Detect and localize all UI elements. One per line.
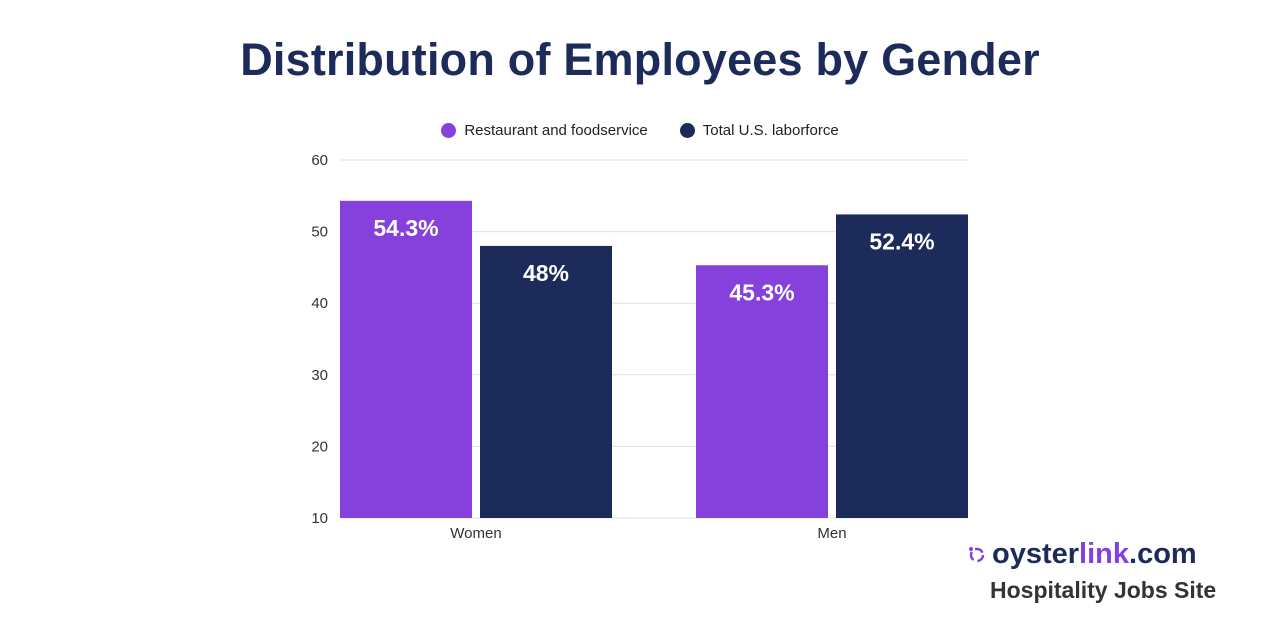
- y-tick-label-20: 20: [311, 438, 328, 455]
- brand-name-part3: .com: [1129, 538, 1197, 570]
- y-tick-label-50: 50: [311, 224, 328, 241]
- data-label-women-restaurant: 54.3%: [373, 215, 438, 241]
- x-tick-label-women: Women: [450, 525, 501, 542]
- brand-tagline: Hospitality Jobs Site: [990, 577, 1217, 603]
- chart-legend: Restaurant and foodservice Total U.S. la…: [0, 122, 1280, 139]
- y-tick-label-40: 40: [311, 295, 328, 312]
- brand-wordmark: oyster link .com: [968, 538, 1228, 571]
- legend-label-restaurant: Restaurant and foodservice: [464, 122, 648, 139]
- y-tick-label-10: 10: [311, 510, 328, 527]
- legend-label-laborforce: Total U.S. laborforce: [702, 122, 839, 139]
- legend-item-restaurant[interactable]: Restaurant and foodservice: [441, 122, 648, 139]
- oyster-logo-icon: [969, 546, 985, 562]
- legend-swatch-restaurant: [441, 123, 457, 138]
- x-tick-label-men: Men: [817, 525, 846, 542]
- y-tick-label-60: 60: [311, 152, 328, 169]
- data-label-men-restaurant: 45.3%: [729, 279, 794, 305]
- brand-block: oyster link .com Hospitality Jobs Site: [968, 538, 1228, 604]
- data-label-women-laborforce: 48%: [523, 260, 569, 286]
- data-label-men-laborforce: 52.4%: [869, 228, 934, 254]
- chart-title: Distribution of Employees by Gender: [240, 34, 1040, 85]
- bar-men-restaurant: [696, 265, 828, 518]
- brand-name-part1: oyster: [992, 538, 1080, 570]
- brand-name-part2: link: [1079, 538, 1130, 570]
- legend-swatch-laborforce: [679, 123, 695, 138]
- legend-item-laborforce[interactable]: Total U.S. laborforce: [679, 122, 839, 139]
- bar-women-restaurant: [340, 200, 472, 518]
- bar-men-laborforce: [836, 214, 968, 518]
- bar-women-laborforce: [480, 245, 612, 519]
- y-tick-label-30: 30: [311, 367, 328, 384]
